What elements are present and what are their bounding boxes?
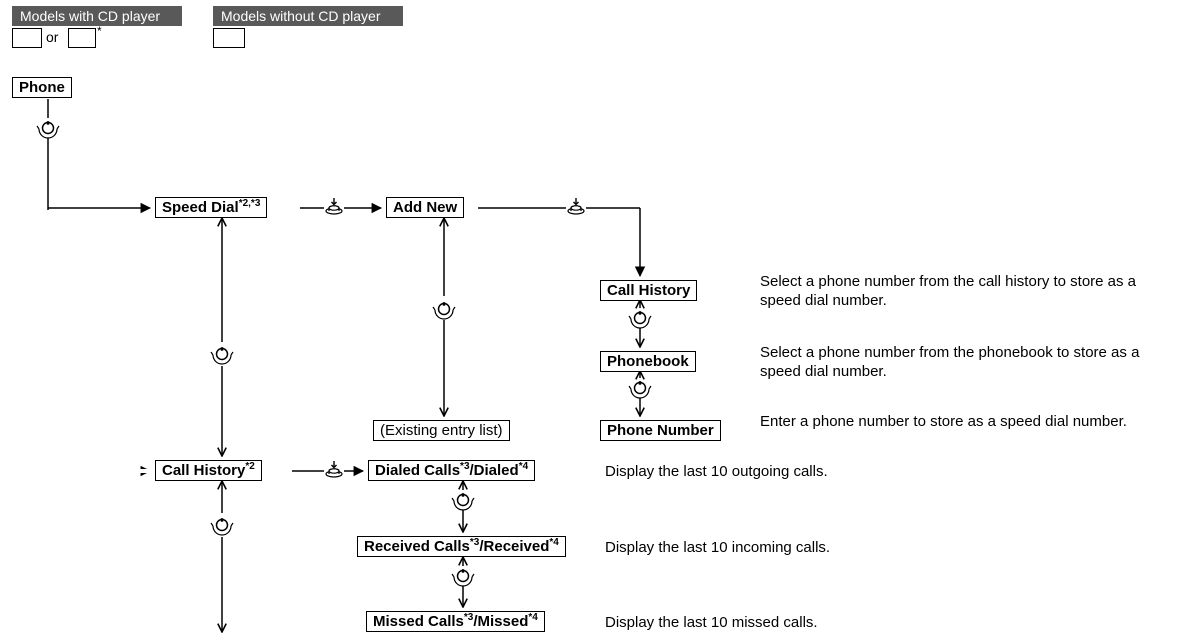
- push-icon: [568, 198, 584, 214]
- node-speed-dial: Speed Dial*2,*3: [155, 197, 267, 218]
- rotary-icon: [211, 518, 233, 535]
- node-label: (Existing entry list): [380, 422, 503, 439]
- node-label: Received Calls: [364, 538, 470, 555]
- node-add-new: Add New: [386, 197, 464, 218]
- node-sup: *3: [470, 537, 479, 548]
- node-label: Missed Calls: [373, 613, 464, 630]
- star-mark: *: [97, 24, 102, 38]
- rotary-icon: [629, 311, 651, 328]
- node-sup: *3: [460, 461, 469, 472]
- rotary-icon: [433, 302, 455, 319]
- desc-call-history-branch: Select a phone number from the call hist…: [760, 273, 1170, 311]
- node-label: Phone Number: [607, 422, 714, 439]
- node-sup: *4: [519, 461, 528, 472]
- desc-missed: Display the last 10 missed calls.: [605, 614, 818, 633]
- node-sup: *2: [245, 461, 254, 472]
- node-call-history: Call History*2: [155, 460, 262, 481]
- node-phonebook: Phonebook: [600, 351, 696, 372]
- node-label: Phonebook: [607, 353, 689, 370]
- rotary-icon: [37, 121, 59, 138]
- node-label-alt: Received: [484, 538, 550, 555]
- node-missed: Missed Calls*3/Missed*4: [366, 611, 545, 632]
- node-sup: *3: [464, 612, 473, 623]
- node-call-history-branch: Call History: [600, 280, 697, 301]
- node-label: Call History: [607, 282, 690, 299]
- connectors-layer: [0, 0, 1200, 639]
- header-without-cd: Models without CD player: [213, 6, 403, 26]
- desc-received: Display the last 10 incoming calls.: [605, 539, 830, 558]
- rotary-icon: [629, 381, 651, 398]
- rotary-icon: [211, 347, 233, 364]
- node-label: Phone: [19, 79, 65, 96]
- header-text: Models without CD player: [221, 8, 381, 24]
- node-existing-entry: (Existing entry list): [373, 420, 510, 441]
- node-dialed: Dialed Calls*3/Dialed*4: [368, 460, 535, 481]
- push-icon: [326, 461, 342, 477]
- hangup-button-icon-box: [68, 28, 96, 48]
- node-label: Add New: [393, 199, 457, 216]
- node-sup: *4: [549, 537, 558, 548]
- desc-dialed: Display the last 10 outgoing calls.: [605, 463, 828, 482]
- node-label-alt: Missed: [478, 613, 529, 630]
- node-phone-number: Phone Number: [600, 420, 721, 441]
- header-with-cd: Models with CD player: [12, 6, 182, 26]
- desc-phone-number: Enter a phone number to store as a speed…: [760, 413, 1170, 432]
- hangup-button-icon-box-2: [213, 28, 245, 48]
- rotary-icon: [452, 569, 474, 586]
- node-label: Call History: [162, 462, 245, 479]
- desc-phonebook: Select a phone number from the phonebook…: [760, 344, 1170, 382]
- node-sup: *4: [528, 612, 537, 623]
- or-label: or: [46, 29, 58, 45]
- node-phone: Phone: [12, 77, 72, 98]
- node-label: Dialed Calls: [375, 462, 460, 479]
- node-label: Speed Dial: [162, 199, 239, 216]
- header-text: Models with CD player: [20, 8, 160, 24]
- phone-button-icon-box: [12, 28, 42, 48]
- rotary-icon: [452, 493, 474, 510]
- node-label-alt: Dialed: [474, 462, 519, 479]
- push-icon: [326, 198, 342, 214]
- node-sup: *2,*3: [239, 198, 261, 209]
- node-received: Received Calls*3/Received*4: [357, 536, 566, 557]
